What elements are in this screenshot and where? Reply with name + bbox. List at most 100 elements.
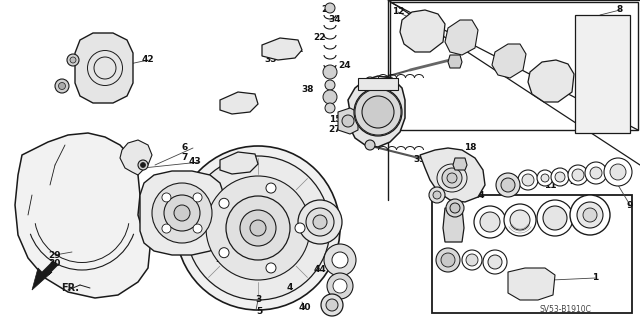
Text: 39: 39	[212, 243, 224, 253]
Bar	[575, 15, 630, 133]
Circle shape	[321, 294, 343, 316]
Text: 6: 6	[182, 144, 188, 152]
Circle shape	[362, 96, 394, 128]
Circle shape	[219, 198, 229, 208]
Text: 44: 44	[314, 265, 326, 275]
Circle shape	[164, 195, 200, 231]
Circle shape	[186, 156, 330, 300]
Circle shape	[570, 195, 610, 235]
Circle shape	[446, 199, 464, 217]
Text: 3: 3	[255, 295, 261, 305]
Circle shape	[266, 263, 276, 273]
Text: 43: 43	[189, 158, 202, 167]
Text: 42: 42	[141, 56, 154, 64]
Polygon shape	[15, 133, 150, 298]
Text: 40: 40	[299, 303, 311, 313]
Bar	[358, 78, 398, 90]
Text: 28: 28	[499, 183, 511, 192]
Circle shape	[488, 255, 502, 269]
Text: 21: 21	[569, 177, 581, 187]
Circle shape	[365, 77, 375, 87]
Circle shape	[510, 210, 530, 230]
Text: 2: 2	[215, 256, 221, 264]
Circle shape	[518, 170, 538, 190]
Polygon shape	[528, 60, 574, 102]
Circle shape	[306, 208, 334, 236]
Circle shape	[240, 210, 276, 246]
Circle shape	[138, 160, 148, 170]
Circle shape	[583, 208, 597, 222]
Circle shape	[436, 248, 460, 272]
Circle shape	[174, 205, 190, 221]
Text: 31: 31	[97, 50, 109, 60]
Circle shape	[610, 164, 626, 180]
Text: 41: 41	[282, 235, 294, 244]
Circle shape	[447, 173, 457, 183]
Text: 24: 24	[339, 61, 351, 70]
Polygon shape	[445, 20, 478, 55]
Polygon shape	[120, 140, 152, 175]
Text: 18: 18	[464, 144, 476, 152]
Circle shape	[324, 244, 356, 276]
Polygon shape	[220, 92, 258, 114]
Circle shape	[250, 220, 266, 236]
Text: 10: 10	[519, 174, 531, 182]
Text: 45: 45	[282, 246, 294, 255]
Circle shape	[365, 140, 375, 150]
Text: 4: 4	[287, 284, 293, 293]
Text: 25: 25	[321, 5, 333, 14]
Circle shape	[141, 162, 145, 167]
Circle shape	[504, 204, 536, 236]
Circle shape	[327, 273, 353, 299]
Circle shape	[568, 165, 588, 185]
Circle shape	[55, 79, 69, 93]
Polygon shape	[348, 76, 405, 147]
Circle shape	[543, 206, 567, 230]
Polygon shape	[453, 158, 467, 170]
Circle shape	[555, 172, 565, 182]
Text: 38: 38	[301, 85, 314, 94]
Text: 37: 37	[349, 106, 362, 115]
Circle shape	[176, 146, 340, 310]
Circle shape	[572, 169, 584, 181]
Circle shape	[433, 191, 441, 199]
Text: FR.: FR.	[61, 283, 79, 293]
Circle shape	[342, 115, 354, 127]
Circle shape	[357, 103, 367, 113]
Text: 14: 14	[472, 190, 484, 199]
Circle shape	[585, 162, 607, 184]
Circle shape	[450, 203, 460, 213]
Text: 16: 16	[429, 190, 441, 199]
Circle shape	[152, 183, 212, 243]
Text: 19: 19	[556, 175, 568, 184]
Circle shape	[162, 224, 171, 233]
Text: 15: 15	[329, 115, 341, 124]
Circle shape	[354, 88, 402, 136]
Text: 7: 7	[182, 152, 188, 161]
Circle shape	[590, 167, 602, 179]
Circle shape	[162, 193, 171, 202]
Text: 34: 34	[329, 16, 341, 25]
Text: 30: 30	[49, 259, 61, 269]
Text: 26: 26	[265, 46, 277, 55]
Circle shape	[357, 113, 367, 123]
Circle shape	[496, 173, 520, 197]
Circle shape	[483, 250, 507, 274]
Text: 12: 12	[392, 8, 404, 17]
Polygon shape	[140, 171, 224, 255]
Text: SV53-B1910C: SV53-B1910C	[539, 306, 591, 315]
Circle shape	[537, 200, 573, 236]
Circle shape	[206, 176, 310, 280]
Circle shape	[58, 83, 65, 90]
Circle shape	[441, 253, 455, 267]
Text: 23: 23	[234, 106, 246, 115]
Circle shape	[193, 224, 202, 233]
Circle shape	[333, 279, 347, 293]
Circle shape	[604, 158, 632, 186]
Text: 1: 1	[592, 273, 598, 283]
Circle shape	[462, 250, 482, 270]
Text: 22: 22	[314, 33, 326, 42]
Text: 20: 20	[594, 174, 606, 182]
Circle shape	[325, 3, 335, 13]
Text: 11: 11	[544, 182, 556, 190]
